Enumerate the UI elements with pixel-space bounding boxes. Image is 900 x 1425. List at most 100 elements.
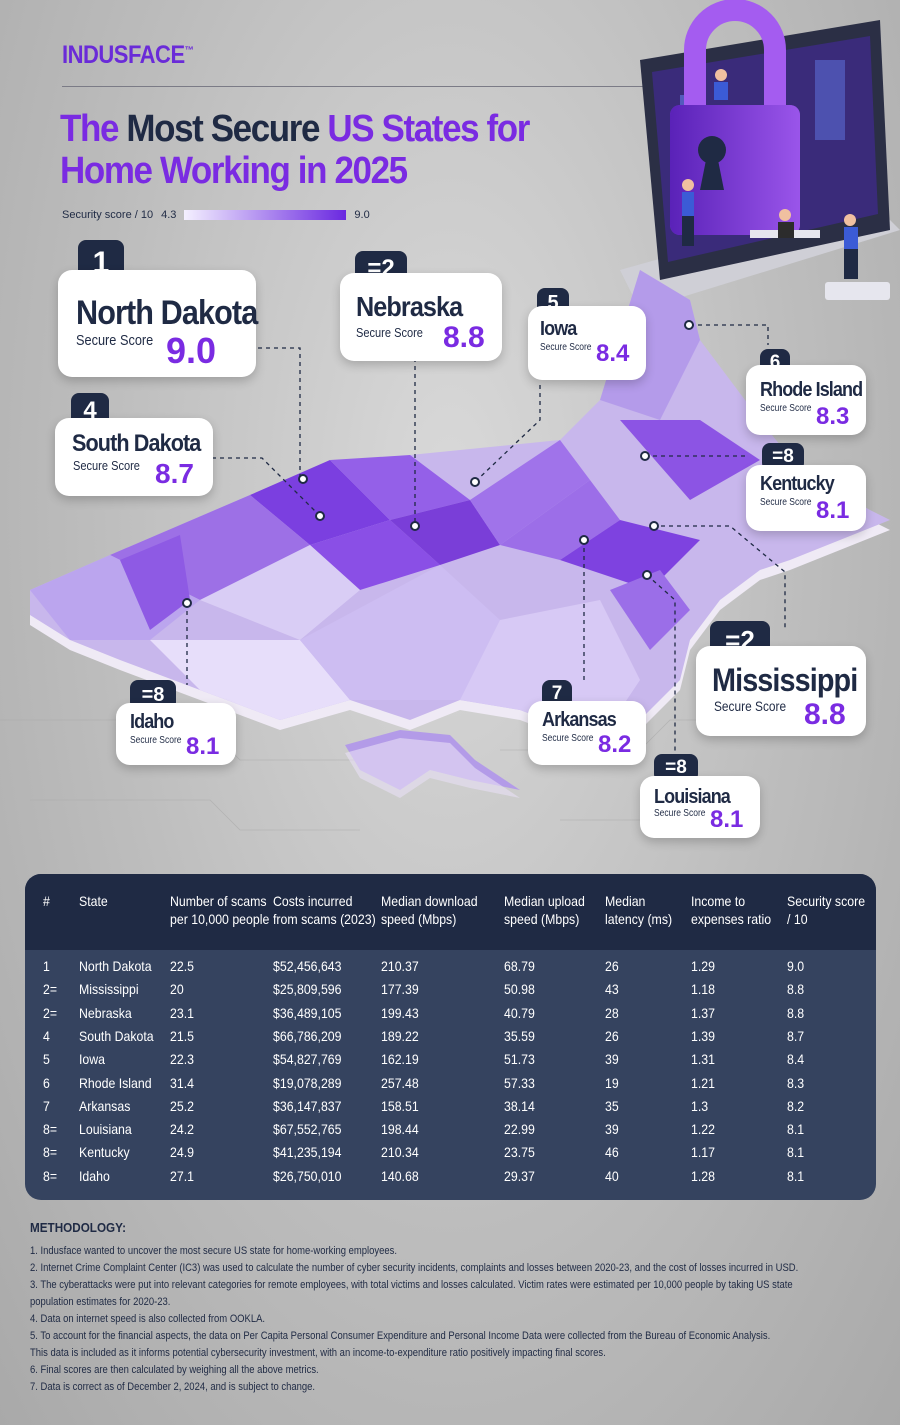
table-cell: 23.1 xyxy=(170,1004,194,1021)
table-row: 4 South Dakota 21.5 $66,786,209 189.22 35.59 2… xyxy=(25,1024,876,1047)
table-row: 8= Kentucky 24.9 $41,235,194 210.34 23.75 46 1.… xyxy=(25,1140,876,1163)
table-cell: 50.98 xyxy=(504,981,535,998)
score-value: 8.7 xyxy=(155,458,194,489)
table-row: 8= Louisiana 24.2 $67,552,765 198.44 22.99 39 1… xyxy=(25,1117,876,1140)
table-cell: 2= xyxy=(43,1004,58,1021)
marker-mississippi xyxy=(649,521,659,531)
table-cell: 46 xyxy=(605,1144,619,1161)
table-cell: Nebraska xyxy=(79,1004,132,1021)
callout-idaho: Idaho Secure Score 8.1 xyxy=(116,703,236,765)
marker-kentucky xyxy=(640,451,650,461)
table-cell: 22.5 xyxy=(170,958,194,974)
table-cell: $36,147,837 xyxy=(273,1097,342,1114)
table-cell: 8.2 xyxy=(787,1097,805,1114)
table-cell: 38.14 xyxy=(504,1097,535,1114)
table-cell: 1.18 xyxy=(691,981,715,998)
methodology-line: 7. Data is correct as of December 2, 202… xyxy=(30,1381,316,1393)
score-value: 8.4 xyxy=(596,340,630,367)
table-cell: 8.4 xyxy=(787,1051,805,1068)
table-cell: North Dakota xyxy=(79,958,152,974)
table-row: 5 Iowa 22.3 $54,827,769 162.19 51.73 39 1.31 8.4 xyxy=(25,1047,876,1070)
column-header: Median latency (ms) xyxy=(605,893,673,927)
column-header: Income to expenses ratio xyxy=(691,893,772,927)
column-header: # xyxy=(43,893,50,909)
table-cell: 257.48 xyxy=(381,1074,419,1091)
score-value: 8.2 xyxy=(598,731,632,758)
table-cell: 22.99 xyxy=(504,1121,535,1138)
table-cell: $67,552,765 xyxy=(273,1121,342,1138)
table-row: 8= Idaho 27.1 $26,750,010 140.68 29.37 40 1.28 8… xyxy=(25,1164,876,1187)
state-name: Mississippi xyxy=(712,662,858,698)
table-cell: 158.51 xyxy=(381,1097,419,1114)
score-label: Secure Score xyxy=(130,735,182,746)
header-divider xyxy=(62,86,878,87)
methodology: METHODOLOGY: 1. Indusface wanted to unco… xyxy=(30,1220,870,1396)
score-label: Secure Score xyxy=(760,497,812,508)
table-cell: 21.5 xyxy=(170,1027,194,1044)
marker-iowa xyxy=(470,477,480,487)
table-cell: 8.7 xyxy=(787,1027,805,1044)
score-label: Secure Score xyxy=(714,698,787,714)
table-cell: $36,489,105 xyxy=(273,1004,342,1021)
score-label: Secure Score xyxy=(542,733,594,744)
table-cell: Iowa xyxy=(79,1051,106,1068)
table-cell: 8.8 xyxy=(787,1004,805,1021)
table-cell: 8.1 xyxy=(787,1121,805,1138)
table-cell: 1.17 xyxy=(691,1144,715,1161)
marker-nebraska xyxy=(410,521,420,531)
results-table: # State Number of scams per 10,000 people Co… xyxy=(25,874,876,1200)
callout-arkansas: Arkansas Secure Score 8.2 xyxy=(528,701,646,765)
table-cell: South Dakota xyxy=(79,1027,154,1044)
table-cell: 8.3 xyxy=(787,1074,805,1091)
marker-louisiana xyxy=(642,570,652,580)
table-cell: 8= xyxy=(43,1121,58,1138)
table-cell: $52,456,643 xyxy=(273,958,342,974)
table-cell: Arkansas xyxy=(79,1097,131,1114)
brand-logo: INDUSFACE™ xyxy=(62,40,194,69)
methodology-notes: 1. Indusface wanted to uncover the most … xyxy=(30,1243,870,1396)
callout-louisiana: Louisiana Secure Score 8.1 xyxy=(640,776,760,838)
table-cell: 9.0 xyxy=(787,958,805,974)
callout-rhode-island: Rhode Island Secure Score 8.3 xyxy=(746,365,866,435)
table-cell: 57.33 xyxy=(504,1074,535,1091)
table-cell: 25.2 xyxy=(170,1097,194,1114)
table-cell: 31.4 xyxy=(170,1074,194,1091)
methodology-line: This data is included as it informs pote… xyxy=(30,1347,606,1359)
state-name: South Dakota xyxy=(72,430,201,457)
state-name: Rhode Island xyxy=(760,379,863,401)
score-label: Secure Score xyxy=(760,403,812,414)
table-cell: $26,750,010 xyxy=(273,1167,342,1184)
table-cell: 8.8 xyxy=(787,981,805,998)
table-row: 2= Nebraska 23.1 $36,489,105 199.43 40.79 28 1.… xyxy=(25,1001,876,1024)
table-cell: 68.79 xyxy=(504,958,535,974)
table-cell: 43 xyxy=(605,981,619,998)
state-name: Nebraska xyxy=(356,291,463,322)
table-cell: Louisiana xyxy=(79,1121,132,1138)
column-header: Costs incurred from scams (2023) xyxy=(273,893,376,927)
table-cell: 198.44 xyxy=(381,1121,419,1138)
table-cell: 19 xyxy=(605,1074,619,1091)
column-header: Number of scams per 10,000 people xyxy=(170,893,270,927)
table-cell: 40.79 xyxy=(504,1004,535,1021)
callout-iowa: Iowa Secure Score 8.4 xyxy=(528,306,646,380)
table-cell: $41,235,194 xyxy=(273,1144,342,1161)
table-cell: 29.37 xyxy=(504,1167,535,1184)
state-name: Kentucky xyxy=(760,473,835,495)
table-row: 2= Mississippi 20 $25,809,596 177.39 50.98 43 1… xyxy=(25,977,876,1000)
score-value: 8.8 xyxy=(804,698,846,731)
table-cell: 199.43 xyxy=(381,1004,419,1021)
table-header: # State Number of scams per 10,000 people Co… xyxy=(25,874,876,950)
column-header: Median download speed (Mbps) xyxy=(381,893,478,927)
table-cell: 8.1 xyxy=(787,1144,805,1161)
table-cell: 1.39 xyxy=(691,1027,715,1044)
page-title: The Most Secure US States for Home Worki… xyxy=(60,108,530,192)
methodology-line: population estimates for 2020-23. xyxy=(30,1296,171,1308)
table-cell: 140.68 xyxy=(381,1167,419,1184)
table-cell: 177.39 xyxy=(381,981,419,998)
table-cell: 1.3 xyxy=(691,1097,709,1114)
table-cell: 26 xyxy=(605,1027,619,1044)
table-cell: $54,827,769 xyxy=(273,1051,342,1068)
table-cell: 1.21 xyxy=(691,1074,715,1091)
table-cell: 28 xyxy=(605,1004,619,1021)
table-cell: 1 xyxy=(43,958,50,974)
